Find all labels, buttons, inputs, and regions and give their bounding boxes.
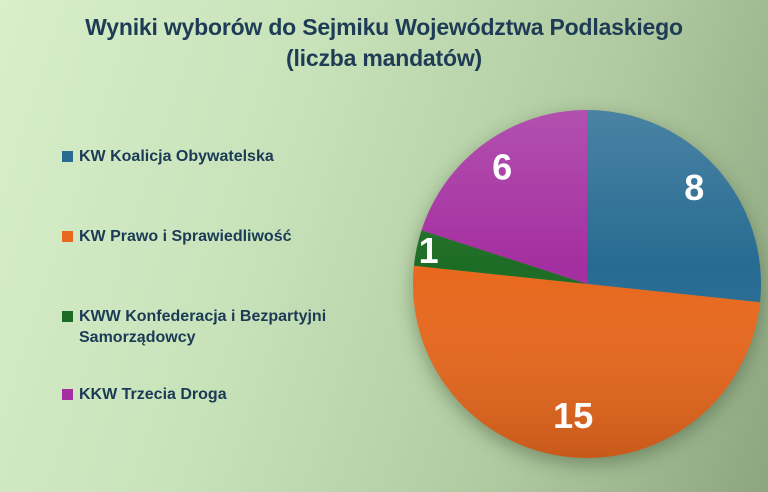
legend-item-label: KW Koalicja Obywatelska: [79, 148, 274, 165]
pie-slice-value-label: 15: [553, 395, 593, 436]
legend-item-trzecia-droga: KKW Trzecia Droga: [62, 384, 372, 405]
pie-slice-value-label: 6: [492, 147, 512, 188]
legend-item-label: KW Prawo i Sprawiedliwość: [79, 228, 292, 245]
legend-item-konfederacja-bezpartyjni: KWW Konfederacja i Bezpartyjni Samorządo…: [62, 306, 372, 348]
legend-swatch-icon: [62, 311, 73, 322]
chart-title: Wyniki wyborów do Sejmiku Województwa Po…: [85, 14, 683, 40]
legend-swatch-icon: [62, 389, 73, 400]
legend-swatch-icon: [62, 231, 73, 242]
pie-shade-overlay: [413, 110, 761, 458]
legend-swatch-icon: [62, 151, 73, 162]
chart-subtitle: (liczba mandatów): [286, 45, 482, 71]
pie-slice-value-label: 8: [684, 167, 704, 208]
legend-item-prawo-i-sprawiedliwosc: KW Prawo i Sprawiedliwość: [62, 226, 372, 247]
legend-item-label: KWW Konfederacja i Bezpartyjni Samorządo…: [79, 308, 327, 346]
pie-value-labels: 8 15 1 6: [419, 147, 705, 436]
pie-slice-value-label: 1: [419, 230, 439, 271]
chart-title-block: Wyniki wyborów do Sejmiku Województwa Po…: [0, 12, 768, 74]
legend-item-koalicja-obywatelska: KW Koalicja Obywatelska: [62, 146, 372, 167]
legend-item-label: KKW Trzecia Droga: [79, 386, 227, 403]
